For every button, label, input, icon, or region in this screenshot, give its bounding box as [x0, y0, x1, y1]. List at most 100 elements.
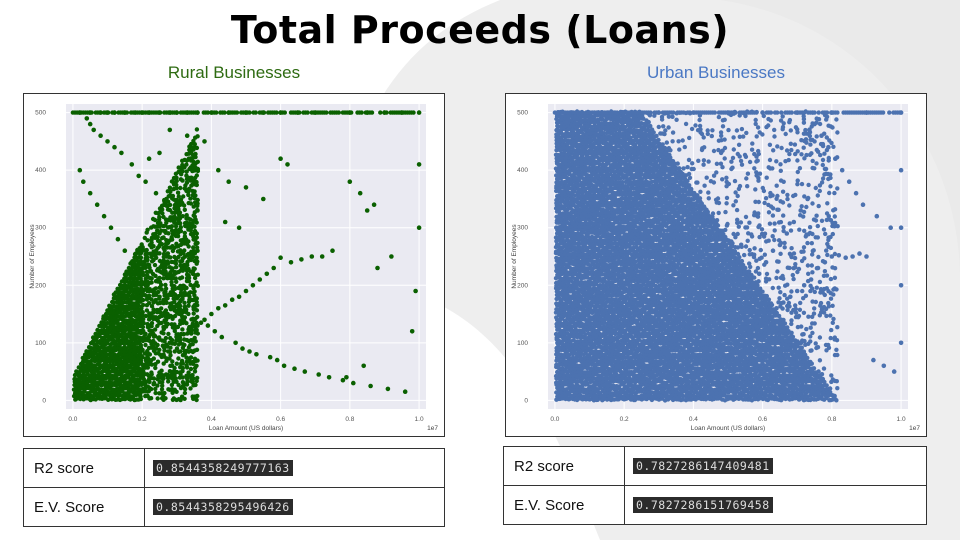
data-point [112, 369, 117, 374]
data-point [193, 142, 197, 146]
x-scale-label: 1e7 [427, 425, 438, 432]
data-point [237, 295, 242, 300]
data-point [244, 289, 249, 294]
y-tick-label: 400 [35, 167, 46, 174]
data-point [85, 116, 90, 121]
data-point [156, 235, 160, 239]
data-point [74, 395, 79, 400]
data-point [98, 375, 103, 380]
data-point [183, 208, 187, 212]
data-point [147, 352, 152, 357]
data-point [194, 280, 198, 284]
data-point [389, 254, 394, 259]
data-point [119, 151, 124, 156]
data-point [282, 364, 287, 369]
data-point [160, 242, 164, 246]
y-tick-label: 200 [35, 282, 46, 289]
data-point [150, 289, 155, 294]
data-point [157, 251, 161, 255]
data-point [163, 396, 167, 400]
data-point [178, 210, 182, 214]
data-point [168, 350, 172, 354]
data-point [265, 272, 270, 277]
data-point [175, 110, 179, 114]
data-point [184, 321, 188, 325]
data-point [193, 152, 197, 156]
data-point [324, 110, 328, 114]
data-point [176, 191, 180, 195]
data-point [206, 110, 210, 114]
data-point [262, 110, 266, 114]
data-point [102, 214, 107, 219]
data-point [183, 315, 187, 319]
data-point [184, 363, 188, 367]
data-point [341, 378, 346, 383]
data-point [283, 110, 287, 114]
data-point [192, 311, 196, 315]
data-point [195, 348, 199, 352]
data-point [112, 110, 116, 114]
data-point [182, 343, 186, 347]
data-point [168, 203, 172, 207]
data-point [170, 359, 174, 363]
data-point [145, 255, 149, 259]
data-point [150, 321, 154, 325]
data-point [166, 259, 170, 263]
x-tick-label: 1.0 [897, 416, 906, 423]
data-point [116, 237, 121, 242]
data-point [126, 364, 131, 369]
urban-scatter-chart: 0.0 0.2 0.4 0.6 0.8 1.00100200300400500Loan A… [506, 94, 926, 436]
data-point [184, 162, 188, 166]
data-point [183, 231, 187, 235]
data-point [195, 127, 199, 131]
data-point [164, 336, 168, 340]
data-point [172, 284, 176, 288]
data-point [149, 387, 153, 391]
data-point [271, 266, 276, 271]
x-tick-label: 0.0 [550, 416, 559, 423]
data-point [195, 235, 199, 239]
data-point [151, 244, 155, 248]
data-point [195, 110, 199, 114]
data-point [180, 178, 184, 182]
data-point [141, 270, 145, 274]
data-point [226, 179, 231, 184]
data-point [410, 329, 415, 334]
data-point [196, 167, 200, 171]
data-point [368, 384, 373, 389]
data-point [171, 306, 176, 311]
data-point [106, 110, 110, 114]
y-tick-label: 0 [42, 397, 46, 404]
data-point [168, 186, 172, 190]
data-point [192, 318, 197, 323]
data-point [181, 194, 185, 198]
data-point [171, 194, 175, 198]
data-point [378, 110, 382, 114]
data-point [141, 298, 145, 302]
data-point [189, 367, 193, 371]
data-point [180, 169, 184, 173]
data-point [143, 179, 148, 184]
data-point [195, 376, 199, 380]
data-point [89, 110, 93, 114]
data-point [330, 248, 335, 253]
data-point [136, 272, 141, 277]
data-point [179, 225, 183, 229]
data-point [209, 312, 214, 317]
data-point [193, 383, 197, 387]
data-point [193, 193, 197, 197]
data-point [247, 349, 252, 354]
data-point [316, 372, 321, 377]
data-point [172, 366, 176, 370]
data-point [384, 110, 388, 114]
data-point [214, 110, 218, 114]
data-point [156, 396, 160, 400]
data-point [186, 304, 190, 308]
data-point [195, 173, 199, 177]
data-point [174, 183, 178, 187]
data-point [195, 296, 199, 300]
data-point [349, 110, 353, 114]
data-point [417, 110, 422, 115]
data-point [195, 394, 199, 398]
y-tick-label: 500 [35, 110, 46, 117]
